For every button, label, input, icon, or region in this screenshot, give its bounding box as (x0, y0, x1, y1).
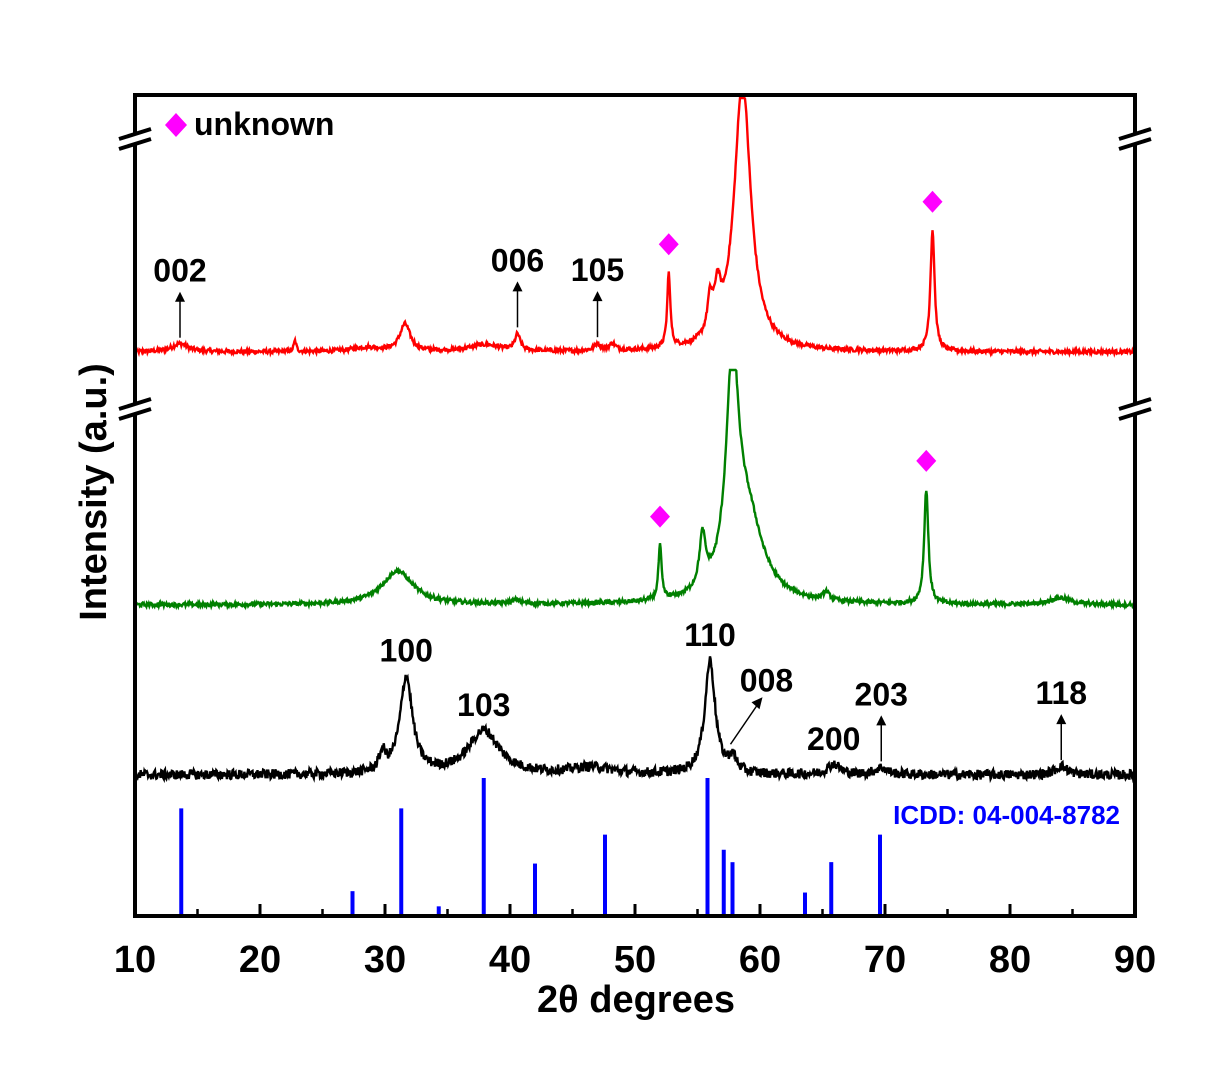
series-top-line (133, 96, 1137, 359)
series-group (133, 96, 1137, 784)
annotation-arrow-6 (729, 702, 760, 745)
unknown-marker-2 (650, 505, 670, 528)
reference-lines (179, 778, 882, 916)
annotation-arrowhead-8 (876, 715, 887, 726)
annotation-label-7: 200 (807, 721, 860, 757)
annotation-label-8: 203 (855, 676, 908, 712)
x-tick-label: 80 (989, 939, 1031, 981)
series-middle-line (134, 368, 1137, 611)
annotation-label-4: 103 (457, 687, 510, 723)
x-tick-label: 50 (614, 939, 656, 981)
annotation-arrowhead-2 (592, 291, 603, 302)
legend-label: unknown (194, 106, 334, 142)
legend: unknown (165, 106, 334, 142)
x-tick-label: 60 (739, 939, 781, 981)
axis-break-mark-a-1-0 (118, 397, 152, 411)
plot-border (133, 93, 1137, 918)
axis-break-mark-b-0-0 (118, 137, 152, 151)
unknown-marker-3 (916, 449, 937, 472)
x-axis-title: 2θ degrees (537, 979, 735, 1021)
axis-break-mark-a-1-1 (1118, 397, 1152, 411)
reference-label: ICDD: 04-004-8782 (893, 800, 1120, 830)
x-axis-ticks: 10 20 30 40 50 60 70 80 90 (114, 904, 1156, 981)
annotation-label-5: 110 (684, 617, 736, 653)
x-tick-label: 70 (864, 939, 906, 981)
y-axis-title: Intensity (a.u.) (73, 363, 115, 621)
annotation-label-0: 002 (153, 253, 206, 289)
annotation-arrowhead-0 (175, 291, 185, 302)
annotation-label-6: 008 (740, 662, 793, 698)
annotation-label-1: 006 (491, 242, 544, 278)
unknown-marker-0 (658, 233, 679, 256)
axis-break-mark-a-0-0 (118, 127, 152, 141)
annotation-label-2: 105 (571, 252, 624, 288)
annotation-label-3: 100 (380, 633, 433, 669)
annotation-label-9: 118 (1035, 675, 1087, 711)
legend-diamond-icon (165, 113, 187, 137)
x-tick-label: 20 (239, 939, 281, 981)
plot-frame (118, 93, 1152, 918)
unknown-marker-1 (922, 190, 943, 213)
x-tick-label: 90 (1114, 939, 1156, 981)
annotation-arrowhead-1 (512, 281, 523, 292)
annotation-arrowhead-6 (751, 697, 763, 710)
axis-break-mark-b-1-1 (1118, 407, 1152, 421)
series-bottom-line (133, 656, 1137, 784)
annotation-arrowhead-9 (1056, 714, 1067, 725)
axis-break-mark-a-0-1 (1118, 127, 1152, 141)
x-tick-label: 40 (489, 939, 531, 981)
x-tick-label: 10 (114, 939, 156, 981)
x-tick-label: 30 (364, 939, 406, 981)
axis-break-mark-b-0-1 (1118, 137, 1152, 151)
axis-break-mark-b-1-0 (118, 407, 152, 421)
